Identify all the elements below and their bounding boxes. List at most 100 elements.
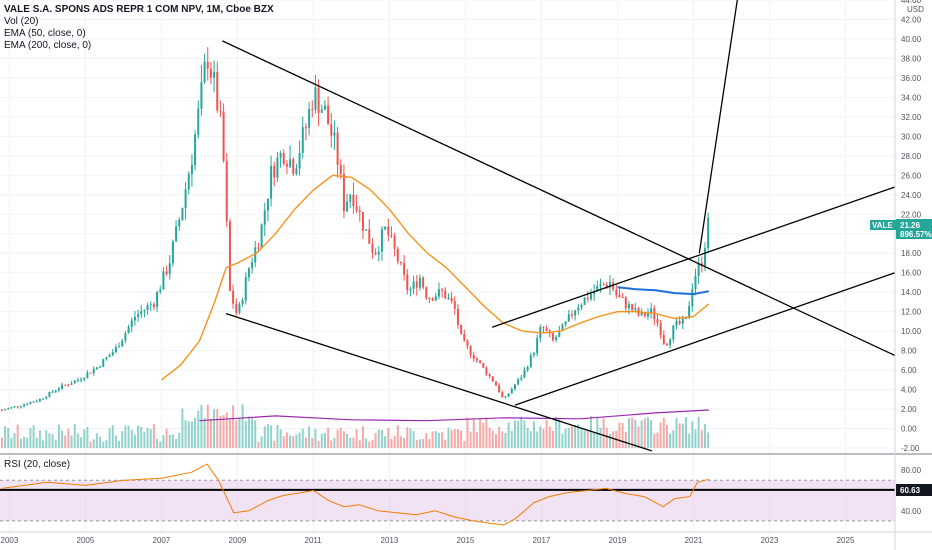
volume-bar [488, 427, 491, 448]
candle-body [263, 210, 266, 225]
trendline-layer[interactable] [222, 0, 896, 452]
rsi-legend[interactable]: RSI (20, close) [4, 459, 71, 470]
volume-bar [235, 420, 238, 448]
candle-body [273, 165, 276, 178]
volume-bar [355, 428, 358, 448]
volume-bar [694, 429, 697, 448]
rsi-band [0, 480, 895, 521]
x-tick-label: 2005 [77, 536, 95, 545]
candle-body [162, 271, 165, 290]
volume-bar [567, 428, 570, 448]
volume-bar [526, 427, 529, 448]
volume-bar [203, 418, 206, 448]
volume-bar [143, 432, 146, 448]
candle-body [308, 109, 311, 128]
candle-body [111, 352, 114, 355]
volume-bar [371, 439, 374, 448]
volume-bar [418, 439, 421, 448]
y-tick-label: 24.00 [901, 191, 922, 200]
candle-body [558, 330, 561, 337]
candle-body [608, 282, 611, 288]
y-tick-label: 42.00 [901, 15, 922, 24]
volume-bar [241, 404, 244, 448]
volume-bar [684, 417, 687, 448]
candle-body [200, 82, 203, 109]
volume-bar [222, 414, 225, 448]
indicator-lines [1, 174, 710, 526]
volume-bar [548, 426, 551, 448]
candle-body [247, 268, 250, 278]
volume-bar [314, 428, 317, 448]
candle-body [570, 314, 573, 316]
candle-body [270, 165, 273, 199]
candle-body [479, 360, 482, 364]
volume-bar [374, 433, 377, 448]
legend-title[interactable]: VALE S.A. SPONS ADS REPR 1 COM NPV, 1M, … [4, 4, 274, 15]
candle-body [650, 308, 653, 314]
candle-body [466, 340, 469, 347]
volume-bar [349, 437, 352, 448]
y-tick-label: 22.00 [901, 210, 922, 219]
volume-bar [83, 429, 86, 448]
volume-bar [42, 440, 45, 448]
candle-body [251, 262, 254, 269]
volume-bar [137, 425, 140, 448]
candle-body [4, 409, 7, 411]
volume-bar [320, 433, 323, 448]
volume-bar [529, 431, 532, 448]
candle-body [634, 308, 637, 311]
volume-bar [209, 419, 212, 448]
volume-bar [285, 432, 288, 448]
volume-bar [124, 425, 127, 448]
volume-bar [510, 430, 513, 448]
candle-body [209, 68, 212, 78]
legend-ema50[interactable]: EMA (50, close, 0) [4, 28, 86, 39]
volume-bar [444, 439, 447, 448]
volume-bar [574, 425, 577, 448]
volume-bar [589, 416, 592, 448]
volume-bar [697, 416, 700, 448]
candle-body [428, 298, 431, 300]
candle-body [627, 304, 630, 309]
volume-bar [542, 428, 545, 448]
candle-body [317, 87, 320, 113]
volume-bar [317, 440, 320, 448]
volume-bar [643, 418, 646, 448]
volume-bar [703, 424, 706, 448]
candle-body [403, 263, 406, 275]
volume-bar [707, 432, 710, 448]
x-tick-label: 2011 [305, 536, 323, 545]
legend-volume[interactable]: Vol (20) [4, 16, 39, 27]
candle-body [599, 284, 602, 286]
volume-bar [456, 429, 459, 448]
volume-bar [583, 430, 586, 448]
volume-bar [681, 423, 684, 448]
legend-ema200[interactable]: EMA (200, close, 0) [4, 40, 92, 51]
candle-body [532, 353, 535, 356]
candle-body [235, 303, 238, 313]
volume-bar [425, 433, 428, 448]
candle-body [45, 396, 48, 399]
candle-body [526, 366, 529, 370]
volume-bar [475, 432, 478, 448]
candle-body [374, 252, 377, 255]
volume-bar [70, 435, 73, 448]
volume-bar [10, 437, 13, 448]
candle-body [697, 263, 700, 276]
candle-body [13, 406, 16, 408]
volume-bar [171, 434, 174, 448]
volume-bar [380, 430, 383, 448]
candle-body [602, 284, 605, 286]
candle-body [276, 157, 279, 178]
candle-body [688, 305, 691, 319]
candle-body [691, 289, 694, 306]
volume-bar [213, 409, 216, 448]
volume-bar [216, 409, 219, 448]
volume-bar [89, 441, 92, 448]
candle-body [219, 110, 222, 112]
candle-body [121, 340, 124, 347]
volume-bar [691, 421, 694, 448]
candle-body [542, 327, 545, 329]
candle-body [26, 404, 29, 406]
